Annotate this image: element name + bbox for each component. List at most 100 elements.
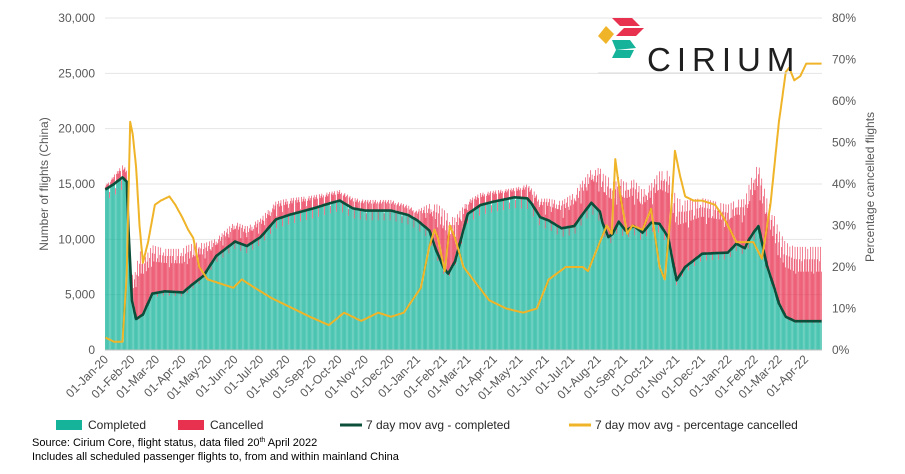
cancelled-bar [494,192,496,202]
cancelled-bar [501,193,503,200]
completed-bar [277,218,278,350]
completed-bar [168,295,170,350]
completed-bar [746,244,747,350]
completed-bar [689,263,691,350]
cancelled-bar [805,271,807,322]
cancelled-bar [703,216,705,254]
cancelled-bar [657,190,659,224]
completed-bar [189,286,191,350]
completed-bar [619,222,620,350]
cancelled-bar [180,256,181,293]
cancelled-bar [214,239,215,259]
completed-bar [575,223,577,350]
cancelled-bar [600,168,601,216]
cancelled-bar [463,208,465,227]
completed-bar [648,225,649,350]
completed-bar [539,217,541,350]
completed-bar [699,255,700,350]
cancelled-bar [318,194,320,207]
legend-label-3: 7 day mov avg - percentage cancelled [595,418,798,432]
completed-bar [363,210,364,350]
completed-bar [805,321,807,350]
cancelled-bar [654,192,656,224]
cancelled-bar [440,216,442,263]
completed-bar [406,214,408,350]
cancelled-bar [471,200,473,211]
cancelled-bar [208,246,209,268]
completed-bar [566,227,567,350]
cancelled-bar [411,211,413,218]
completed-bar [242,244,243,350]
completed-bar [357,209,358,350]
cancelled-bar [648,192,649,226]
cancelled-bar [165,248,167,292]
completed-bar [759,242,761,350]
completed-bar [207,269,208,350]
completed-bar [290,214,292,350]
completed-bar [702,253,704,350]
completed-bar [457,251,458,350]
completed-bar [620,224,622,350]
completed-bar [700,254,702,350]
cancelled-bar [697,198,699,258]
completed-bar [672,263,674,350]
cancelled-bar [694,215,695,267]
completed-bar [649,223,651,350]
cancelled-bar [786,255,787,318]
completed-bar [269,226,271,350]
cancelled-bar [295,197,297,213]
completed-bar [118,180,120,350]
cancelled-bar [370,199,371,211]
completed-bar [754,230,756,350]
completed-bar [561,228,563,350]
completed-bar [185,290,186,350]
completed-bar [377,220,379,350]
cancelled-bar [305,198,306,211]
completed-bar [416,220,417,350]
cancelled-bar [811,259,813,322]
cancelled-bar [117,173,119,181]
cancelled-bar [193,243,195,284]
cancelled-bar [741,199,742,247]
cancelled-bar [475,196,476,209]
x-axis-ticks: 01-Jan-2001-Feb-2001-Mar-2001-Apr-2001-M… [63,352,811,403]
completed-bar [341,201,342,350]
completed-bar [492,201,493,350]
completed-bar [600,215,601,350]
completed-bar [243,245,245,350]
completed-bar [203,274,205,350]
completed-bar [129,264,131,350]
cancelled-bar [735,207,737,252]
cancelled-bar [750,189,751,237]
cancelled-bar [633,179,635,227]
cancelled-bar [209,249,211,266]
completed-bar [787,317,788,350]
completed-bar [625,230,627,350]
cancelled-bar [670,209,671,258]
completed-bar [763,250,764,350]
completed-bar [226,248,227,350]
completed-bar [570,226,572,350]
cancelled-bar [145,256,146,312]
completed-bar [598,220,600,350]
legend-label-2: 7 day mov avg - completed [366,418,510,432]
completed-bar [206,270,208,350]
completed-bar [130,282,132,350]
cancelled-bar [320,195,322,206]
cancelled-bar [552,207,554,224]
completed-bar [291,214,293,350]
cancelled-bar [462,207,463,233]
cancelled-bar [742,207,744,248]
completed-bar [498,200,500,350]
cancelled-bar [608,197,610,237]
completed-bar [168,291,169,350]
completed-bar [142,314,144,350]
cancelled-bar [677,224,679,278]
cancelled-bar [556,204,557,226]
cancelled-bar [763,196,764,251]
completed-bar [155,292,156,350]
cancelled-bar [428,203,430,231]
cancelled-bar [690,220,692,263]
completed-bar [469,212,470,350]
cancelled-bar [431,212,433,246]
